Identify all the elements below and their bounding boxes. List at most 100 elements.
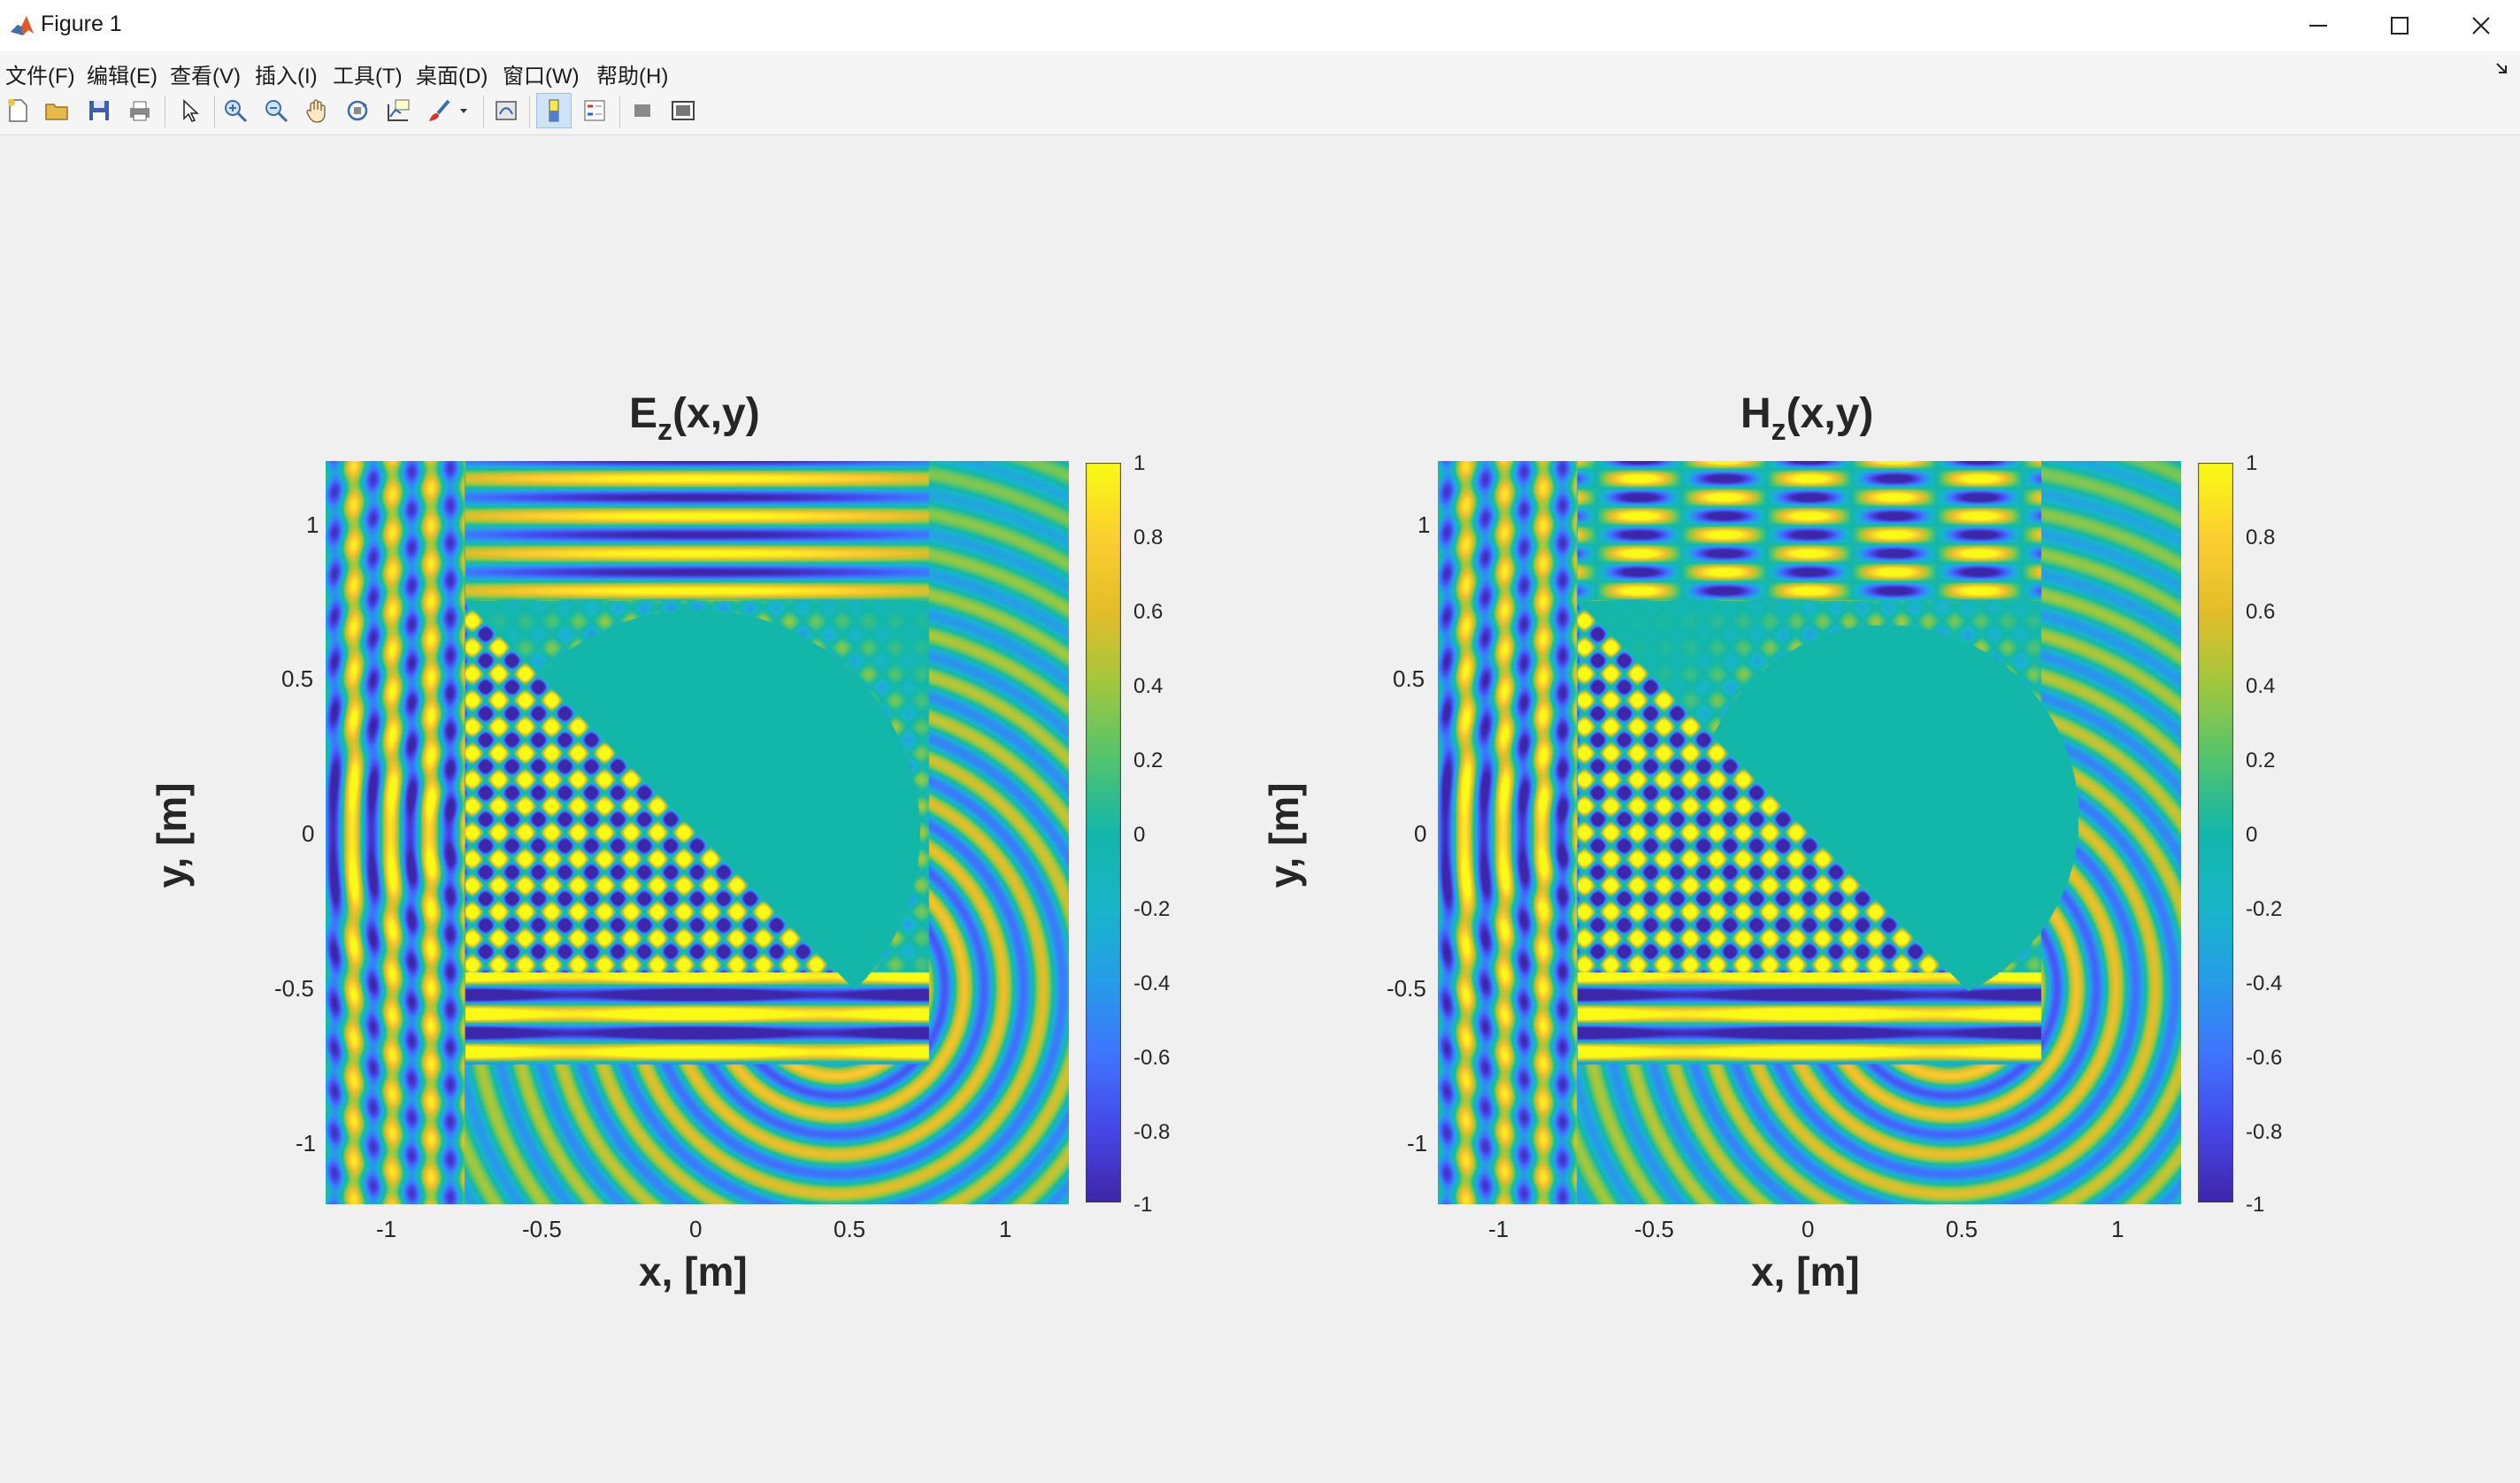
brush-dropdown-icon: [460, 109, 467, 113]
hz-ytick: 0.5: [1393, 665, 1425, 692]
menu-view[interactable]: 查看(V): [170, 65, 241, 88]
figure-toolbar: [0, 88, 2520, 135]
ez-colorbar-tick: 0.6: [1133, 600, 1164, 624]
zoom-out-icon: [265, 100, 288, 123]
menu-help[interactable]: 帮助(H): [596, 65, 669, 88]
ez-colorbar-tick: -1: [1133, 1193, 1153, 1217]
save-button[interactable]: [81, 93, 117, 128]
ez-xtick: -0.5: [522, 1216, 562, 1242]
ez-colorbar-tick: 0.8: [1133, 526, 1164, 549]
pan-button[interactable]: [299, 93, 334, 128]
brush-button[interactable]: [421, 93, 457, 128]
ez-xtick: 1: [999, 1216, 1012, 1242]
ez-colorbar-tick: 1: [1133, 451, 1146, 475]
matlab-logo-icon: [11, 16, 34, 35]
hz-ytick: 0: [1414, 820, 1427, 847]
hide-plot-tools-button[interactable]: [625, 93, 660, 128]
ez-ytick: -0.5: [274, 975, 314, 1002]
colorbar-icon: [549, 99, 559, 122]
link-plot-icon: [496, 101, 517, 120]
ez-heatmap[interactable]: [326, 461, 1069, 1204]
hz-heatmap[interactable]: [1438, 461, 2181, 1204]
close-icon: [2472, 17, 2490, 35]
rotate-3d-icon: [347, 100, 368, 121]
zoom-in-button[interactable]: [218, 93, 253, 128]
maximize-icon: [2391, 17, 2409, 35]
data-cursor-button[interactable]: [380, 93, 416, 128]
show-plot-tools-button[interactable]: [665, 93, 701, 128]
print-button[interactable]: [122, 93, 158, 128]
ez-colorbar-tick: -0.6: [1133, 1046, 1171, 1070]
menu-insert[interactable]: 插入(I): [255, 65, 318, 88]
ez-xtick: 0.5: [834, 1216, 866, 1242]
ez-xtick: -1: [376, 1216, 397, 1242]
brush-dropdown-button[interactable]: [455, 93, 472, 128]
ez-xtick: 0: [689, 1216, 703, 1242]
zoom-out-button[interactable]: [258, 93, 294, 128]
hz-ytick: -1: [1407, 1130, 1428, 1156]
close-button[interactable]: [2440, 0, 2520, 51]
menu-edit[interactable]: 编辑(E): [87, 65, 158, 88]
ez-ytick: 1: [306, 511, 319, 538]
hz-colorbar[interactable]: [2198, 463, 2233, 1203]
menu-window[interactable]: 窗口(W): [503, 65, 580, 88]
new-figure-icon: [8, 99, 27, 122]
ez-ylabel: y, [m]: [149, 782, 195, 888]
ez-ytick: 0.5: [281, 665, 314, 692]
hz-xlabel: x, [m]: [1751, 1249, 1860, 1295]
hz-colorbar-tick: -0.6: [2246, 1046, 2283, 1070]
new-figure-button[interactable]: [0, 93, 35, 128]
hz-colorbar-tick: 0.2: [2246, 749, 2276, 772]
hz-ylabel: y, [m]: [1261, 782, 1307, 888]
ez-colorbar-tick: 0.2: [1133, 749, 1164, 772]
hz-colorbar-tick: 0.8: [2246, 526, 2276, 549]
hz-xtick: -0.5: [1634, 1216, 1674, 1242]
dock-arrow-icon[interactable]: [2493, 60, 2511, 78]
ez-xlabel: x, [m]: [639, 1249, 748, 1295]
hz-xtick: 0: [1802, 1216, 1815, 1242]
window-title: Figure 1: [41, 12, 122, 36]
ez-colorbar-tick: 0: [1133, 823, 1146, 847]
colorbar-button[interactable]: [536, 93, 572, 128]
ez-colorbar-tick: 0.4: [1133, 674, 1164, 698]
hz-colorbar-tick: -0.2: [2246, 897, 2283, 921]
maximize-button[interactable]: [2359, 0, 2440, 51]
hz-xtick: -1: [1488, 1216, 1510, 1242]
ez-colorbar[interactable]: [1086, 463, 1121, 1203]
title-bar: Figure 1: [0, 0, 2520, 52]
zoom-in-icon: [225, 100, 248, 123]
toolbar-separator: [619, 96, 620, 127]
open-file-icon: [45, 104, 68, 120]
hz-xtick: 0.5: [1946, 1216, 1978, 1242]
menu-tools[interactable]: 工具(T): [333, 65, 403, 88]
ez-colorbar-tick: -0.2: [1133, 897, 1171, 921]
hz-xtick: 1: [2111, 1216, 2124, 1242]
ez-ytick: 0: [302, 820, 315, 847]
hz-colorbar-tick: 0.6: [2246, 600, 2276, 624]
minimize-button[interactable]: [2278, 0, 2359, 51]
hz-colorbar-tick: -0.4: [2246, 972, 2283, 995]
menu-bar: 文件(F) 编辑(E) 查看(V) 插入(I) 工具(T) 桌面(D) 窗口(W…: [0, 51, 2520, 88]
toolbar-separator: [483, 96, 484, 127]
hz-colorbar-tick: 0.4: [2246, 674, 2276, 698]
brush-icon: [429, 99, 450, 121]
rotate-3d-button[interactable]: [340, 93, 375, 128]
ez-colorbar-tick: -0.8: [1133, 1120, 1171, 1144]
hz-colorbar-tick: -1: [2246, 1193, 2265, 1217]
menu-file[interactable]: 文件(F): [5, 65, 75, 88]
pointer-button[interactable]: [172, 93, 207, 128]
hz-colorbar-tick: -0.8: [2246, 1120, 2283, 1144]
hz-colorbar-tick: 1: [2246, 451, 2258, 475]
hz-ytick: -0.5: [1387, 975, 1426, 1002]
toolbar-separator: [214, 96, 215, 127]
ez-ytick: -1: [296, 1130, 317, 1156]
legend-button[interactable]: [577, 93, 612, 128]
save-icon: [89, 101, 109, 120]
print-icon: [130, 101, 150, 121]
open-file-button[interactable]: [39, 93, 74, 128]
menu-desktop[interactable]: 桌面(D): [416, 65, 488, 88]
hide-plot-tools-icon: [634, 104, 650, 117]
toolbar-separator: [529, 96, 530, 127]
link-plot-button[interactable]: [488, 93, 524, 128]
minimize-icon: [2309, 25, 2327, 27]
